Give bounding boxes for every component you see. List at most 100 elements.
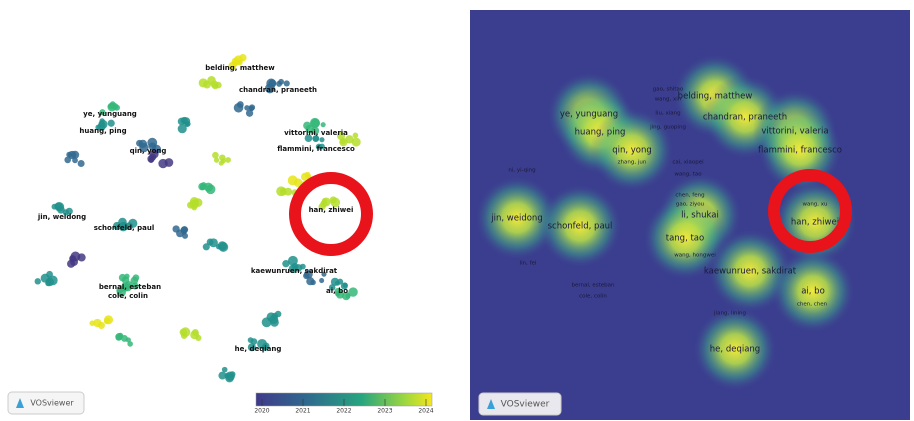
- density-glow: [643, 196, 727, 280]
- node: [104, 317, 111, 324]
- node: [319, 137, 325, 143]
- node: [288, 264, 298, 274]
- node: [176, 229, 184, 238]
- node: [128, 218, 138, 228]
- colorbar-tick-label: 2023: [377, 408, 392, 415]
- density-label: ye, yunguang: [560, 110, 618, 120]
- node: [149, 149, 159, 159]
- density-label: li, shukai: [681, 211, 719, 221]
- node: [212, 151, 219, 159]
- node: [191, 200, 198, 207]
- node: [282, 260, 290, 268]
- density-label: cai, xiaopei: [672, 160, 704, 166]
- node-label: belding, matthew: [205, 64, 275, 72]
- logo: VOSviewer: [501, 400, 550, 410]
- node: [304, 171, 311, 178]
- node: [310, 279, 316, 286]
- node: [232, 60, 239, 67]
- density-label: ni, yi-qing: [508, 168, 535, 174]
- node-label: vittorini, valeria: [284, 129, 348, 137]
- node: [65, 207, 73, 215]
- density-label: wang, xin: [655, 97, 682, 103]
- node: [305, 124, 315, 134]
- node: [99, 109, 106, 116]
- density-label: chen, feng: [675, 193, 704, 199]
- density-label: han, zhiwei: [791, 218, 839, 228]
- node: [245, 109, 254, 117]
- node: [335, 291, 341, 297]
- node: [348, 287, 358, 297]
- node: [89, 320, 96, 326]
- node: [97, 321, 105, 329]
- node: [198, 78, 208, 88]
- node: [67, 259, 76, 268]
- node-label: kaewunruen, sakdirat: [251, 267, 338, 275]
- node: [319, 143, 325, 150]
- highlight-circle: [768, 169, 852, 253]
- node: [278, 78, 285, 85]
- node: [107, 119, 115, 127]
- node: [247, 343, 256, 352]
- node: [72, 157, 78, 164]
- density-label: zhang, jun: [618, 160, 647, 166]
- node: [131, 282, 139, 290]
- node: [202, 243, 210, 251]
- node-label: ye, yunguang: [83, 110, 137, 118]
- node: [304, 134, 313, 143]
- node: [218, 371, 227, 380]
- node: [320, 122, 326, 128]
- density-label: lin, fei: [520, 261, 537, 267]
- node: [303, 272, 310, 280]
- density-label: gao, shitao: [653, 87, 684, 93]
- density-glow: [538, 184, 622, 268]
- logo-icon: [487, 399, 495, 409]
- node: [284, 187, 293, 196]
- density-label: jing, guoping: [649, 125, 686, 131]
- density-label: kaewunruen, sakdirat: [704, 267, 797, 277]
- node: [319, 278, 325, 284]
- density-label: chen, chen: [797, 302, 828, 308]
- density-label: he, deqiang: [710, 345, 760, 355]
- node: [64, 156, 72, 164]
- density-glow: [771, 249, 855, 333]
- node-label: han, zhiwei: [309, 206, 354, 214]
- node: [71, 150, 80, 159]
- density-label: vittorini, valeria: [761, 127, 828, 137]
- node: [345, 293, 351, 299]
- overlay-panel: [0, 0, 460, 421]
- node: [225, 373, 234, 383]
- density-label: huang, ping: [575, 128, 626, 138]
- logo-box: [478, 392, 562, 416]
- node: [351, 137, 361, 147]
- node: [115, 333, 123, 341]
- node: [225, 157, 231, 163]
- node: [180, 327, 191, 337]
- node: [147, 137, 158, 148]
- node: [337, 131, 346, 141]
- node: [45, 280, 52, 287]
- node: [164, 158, 174, 167]
- density-label: liu, xiang: [655, 111, 680, 117]
- density-glow: [708, 229, 792, 313]
- node: [210, 80, 219, 89]
- node: [276, 186, 286, 197]
- node: [203, 182, 213, 192]
- node: [270, 317, 279, 327]
- node: [66, 151, 73, 158]
- node: [318, 202, 326, 211]
- node: [123, 283, 132, 292]
- node-label: jin, weidong: [37, 213, 86, 221]
- node-label: qin, yong: [130, 147, 167, 155]
- node-label: chandran, praneeth: [239, 86, 317, 94]
- node: [109, 101, 116, 108]
- node: [46, 270, 53, 278]
- density-label: tang, tao: [666, 234, 704, 244]
- density-label: cole, colin: [579, 294, 607, 300]
- density-label: jin, weidong: [490, 214, 542, 224]
- node-label: cole, colin: [108, 292, 148, 300]
- node: [118, 217, 127, 227]
- node: [257, 338, 267, 349]
- logo-box: [7, 391, 85, 415]
- density-label: bernal, esteban: [571, 283, 615, 289]
